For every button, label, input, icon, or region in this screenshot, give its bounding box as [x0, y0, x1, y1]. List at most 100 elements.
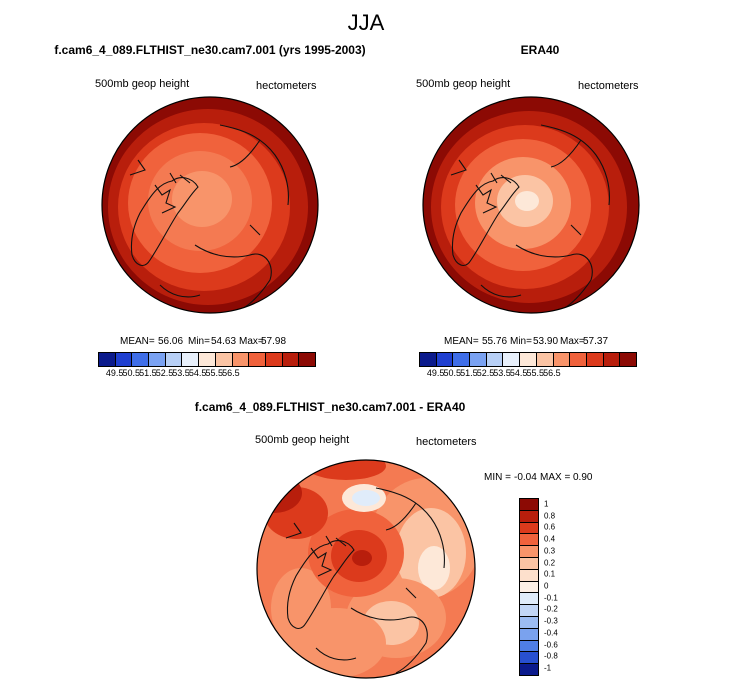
- panel2-colorbar-ticks: 49.5 50.5 51.5 52.5 53.5 54.5 55.5 56.5: [419, 368, 635, 380]
- panel3-variable-label: 500mb geop height: [255, 434, 350, 446]
- colorbar-tick-label: -0.3: [544, 616, 558, 626]
- panel1-max-value: 57.98: [261, 336, 287, 347]
- panel3-colorbar-ticks: 1 0.8 0.6 0.4 0.3 0.2 0.1 0 -0.1 -0.2 -0.3 -0.4 -0.6…: [544, 498, 574, 674]
- colorbar-swatch: [149, 353, 166, 366]
- panel1-polar-map: [101, 96, 319, 314]
- colorbar-tick-label: 1: [544, 499, 549, 509]
- colorbar-swatch: [520, 534, 538, 547]
- panel3-colorbar: [519, 498, 539, 676]
- colorbar-swatch: [520, 569, 538, 582]
- panel2-colorbar: [419, 352, 637, 367]
- colorbar-swatch: [520, 353, 537, 366]
- colorbar-swatch: [503, 353, 521, 366]
- colorbar-swatch: [520, 593, 538, 606]
- colorbar-swatch: [436, 353, 454, 366]
- panel2-polar-map: [422, 96, 640, 314]
- colorbar-swatch: [520, 557, 538, 570]
- colorbar-swatch: [520, 510, 538, 523]
- colorbar-tick-label: 51.5: [139, 368, 157, 378]
- panel2-min-label: Min=: [510, 336, 532, 347]
- colorbar-tick-label: 53.5: [493, 368, 511, 378]
- colorbar-swatch: [453, 353, 471, 366]
- panel2-max-value: 57.37: [583, 336, 609, 347]
- colorbar-swatch: [99, 353, 116, 366]
- panel2-mean-value: 55.76: [482, 336, 508, 347]
- panel3-min-value: -0.04: [514, 472, 537, 483]
- colorbar-swatch: [520, 499, 538, 511]
- colorbar-tick-label: 50.5: [443, 368, 461, 378]
- colorbar-tick-label: -0.4: [544, 628, 558, 638]
- colorbar-tick-label: -1: [544, 663, 552, 673]
- colorbar-tick-label: 51.5: [460, 368, 478, 378]
- panel1-max-label: Max=: [239, 336, 264, 347]
- colorbar-swatch: [520, 546, 538, 558]
- colorbar-tick-label: 0.1: [544, 569, 556, 579]
- colorbar-tick-label: 53.5: [172, 368, 190, 378]
- colorbar-tick-label: 0.4: [544, 534, 556, 544]
- colorbar-swatch: [553, 353, 571, 366]
- panel1-min-label: Min=: [188, 336, 210, 347]
- colorbar-tick-label: 55.5: [205, 368, 224, 378]
- panel1-colorbar: [98, 352, 316, 367]
- colorbar-swatch: [165, 353, 183, 366]
- panel1-title: f.cam6_4_089.FLTHIST_ne30.cam7.001 (yrs …: [54, 43, 366, 57]
- colorbar-tick-label: 52.5: [476, 368, 495, 378]
- colorbar-swatch: [520, 581, 538, 594]
- colorbar-tick-label: 0.2: [544, 558, 556, 568]
- panel1-mean-label: MEAN=: [120, 336, 155, 347]
- panel3-units-label: hectometers: [416, 436, 477, 448]
- colorbar-swatch: [265, 353, 283, 366]
- panel2-units-label: hectometers: [578, 80, 639, 92]
- colorbar-swatch: [182, 353, 200, 366]
- colorbar-swatch: [570, 353, 587, 366]
- panel2-variable-label: 500mb geop height: [416, 78, 511, 90]
- colorbar-swatch: [520, 640, 538, 653]
- colorbar-tick-label: 56.5: [222, 368, 240, 378]
- colorbar-swatch: [536, 353, 554, 366]
- colorbar-tick-label: -0.8: [544, 651, 558, 661]
- colorbar-swatch: [586, 353, 604, 366]
- colorbar-tick-label: 0.6: [544, 522, 556, 532]
- colorbar-tick-label: 49.5: [426, 368, 445, 378]
- colorbar-swatch: [520, 616, 538, 629]
- panel3-max-value: 0.90: [573, 472, 593, 483]
- colorbar-swatch: [115, 353, 133, 366]
- colorbar-swatch: [132, 353, 150, 366]
- colorbar-swatch: [232, 353, 250, 366]
- colorbar-swatch: [486, 353, 504, 366]
- panel1-min-value: 54.63: [211, 336, 237, 347]
- colorbar-swatch: [299, 353, 315, 366]
- colorbar-swatch: [520, 522, 538, 535]
- colorbar-tick-label: -0.6: [544, 640, 558, 650]
- colorbar-tick-label: 54.5: [188, 368, 207, 378]
- panel3-max-label: MAX =: [540, 472, 571, 483]
- panel3-polar-map: [256, 459, 476, 679]
- panel3-title: f.cam6_4_089.FLTHIST_ne30.cam7.001 - ERA…: [194, 400, 466, 414]
- colorbar-swatch: [215, 353, 233, 366]
- panel2-mean-label: MEAN=: [444, 336, 479, 347]
- colorbar-tick-label: 50.5: [122, 368, 140, 378]
- colorbar-swatch: [249, 353, 266, 366]
- colorbar-swatch: [520, 652, 538, 665]
- panel3-min-label: MIN =: [484, 472, 511, 483]
- colorbar-tick-label: -0.2: [544, 604, 558, 614]
- colorbar-tick-label: 0.8: [544, 511, 556, 521]
- colorbar-tick-label: 0.3: [544, 546, 556, 556]
- colorbar-swatch: [470, 353, 487, 366]
- colorbar-swatch: [282, 353, 300, 366]
- colorbar-swatch: [420, 353, 437, 366]
- colorbar-swatch: [603, 353, 621, 366]
- figure-title: JJA: [347, 10, 385, 35]
- panel1-units-label: hectometers: [256, 80, 317, 92]
- panel2-title: ERA40: [520, 43, 560, 57]
- panel1-variable-label: 500mb geop height: [95, 78, 190, 90]
- colorbar-tick-label: 56.5: [543, 368, 561, 378]
- colorbar-swatch: [620, 353, 636, 366]
- colorbar-tick-label: 55.5: [526, 368, 545, 378]
- colorbar-swatch: [199, 353, 216, 366]
- colorbar-tick-label: 52.5: [155, 368, 174, 378]
- colorbar-swatch: [520, 605, 538, 617]
- panel1-colorbar-ticks: 49.5 50.5 51.5 52.5 53.5 54.5 55.5 56.5: [98, 368, 314, 380]
- colorbar-tick-label: 0: [544, 581, 549, 591]
- colorbar-tick-label: 54.5: [509, 368, 528, 378]
